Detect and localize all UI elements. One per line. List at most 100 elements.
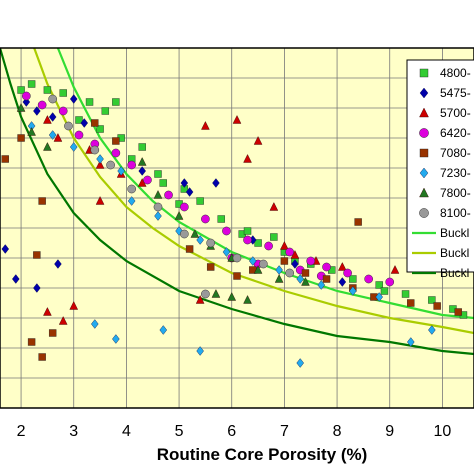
legend-label: 6420- [440,126,471,140]
data-point [91,119,99,127]
data-point [296,358,304,368]
data-point [154,170,162,178]
data-point [206,238,216,248]
data-point [201,214,210,224]
data-point [201,121,210,130]
data-point [306,256,316,266]
data-point [285,268,295,278]
data-point [159,325,168,335]
data-point [428,296,436,304]
data-point [349,275,357,283]
data-point [195,295,205,304]
data-point [33,283,41,293]
legend-marker [419,107,429,118]
legend-marker [419,68,429,78]
data-point [43,115,52,124]
x-tick-label: 5 [175,423,184,440]
data-point [17,86,25,94]
data-point [264,241,273,251]
fit-curves [0,47,474,356]
legend-label: 7230- [440,166,471,180]
data-point [401,290,410,298]
data-point [85,98,94,106]
legend-label: 8100- [440,206,471,220]
data-point [127,160,137,170]
data-point [16,103,26,112]
data-point [43,142,52,151]
data-point [111,148,121,158]
data-point [48,94,58,104]
data-point [96,154,104,164]
legend-label: 7800- [440,186,471,200]
data-point [143,175,152,185]
data-point [53,133,63,142]
data-point [75,116,83,124]
data-point [232,253,242,263]
data-point [27,338,36,346]
data-point [101,107,110,115]
data-point [407,337,415,347]
data-point [232,115,242,124]
data-point [285,247,295,257]
data-point [33,106,41,116]
data-point [269,202,279,211]
data-point [407,299,415,307]
data-point [37,100,47,110]
data-point [222,226,231,236]
data-point [112,137,120,145]
data-point [254,239,262,247]
x-tick-label: 8 [333,423,342,440]
data-point [95,196,105,205]
data-point [212,178,220,188]
data-point [54,259,62,269]
data-point [338,277,347,287]
data-point [196,346,204,356]
legend-label: Buckl [440,266,469,280]
x-tick-label: 7 [280,423,289,440]
data-point [380,287,389,295]
data-point [185,187,194,197]
x-tick-label: 10 [434,423,452,440]
data-point [174,211,184,220]
data-point [196,235,204,245]
data-point [179,202,189,212]
data-point [64,121,73,131]
data-point [17,134,25,142]
data-point [317,280,326,290]
data-point [1,155,9,163]
data-point [280,257,289,265]
plot-border [0,47,474,409]
data-point [58,316,68,325]
legend-label: 4800- [440,66,471,80]
x-tick-label: 9 [385,423,394,440]
data-point [138,166,146,176]
legend-label: Buckl [440,226,469,240]
data-point [322,275,331,283]
data-point [48,112,57,122]
data-point [127,196,136,206]
data-point [12,274,20,284]
fit-curve-line [0,47,474,356]
data-point [33,251,41,259]
data-point [190,229,200,238]
data-point [59,89,67,97]
data-point [21,91,31,101]
data-point [175,226,183,236]
data-point [127,184,137,194]
data-point [280,241,289,250]
data-point [1,244,10,254]
data-point [322,262,331,272]
data-point [354,218,362,226]
data-points [1,80,468,368]
legend-label: 5700- [440,106,471,120]
data-point [375,281,383,289]
data-point [454,308,462,316]
data-point [153,190,163,199]
data-point [180,178,189,188]
x-axis-title: Routine Core Porosity (%) [157,445,368,464]
x-tick-label: 3 [69,423,78,440]
data-point [117,166,125,176]
data-point [433,302,441,310]
data-point [428,325,436,335]
